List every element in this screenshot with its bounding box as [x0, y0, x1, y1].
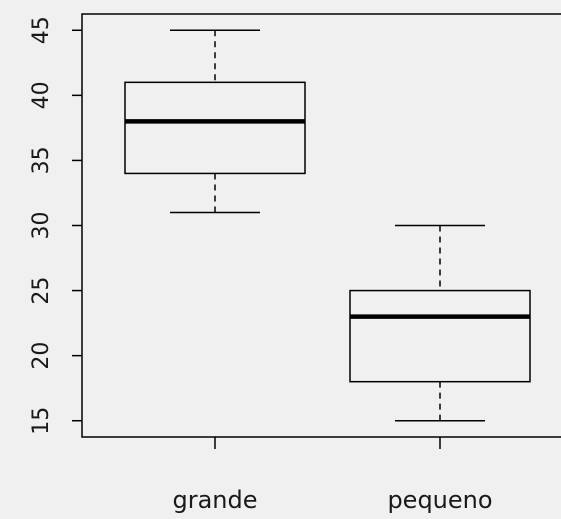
y-tick-label-30: 30: [29, 212, 54, 240]
x-tick-label-pequeno: pequeno: [387, 486, 492, 514]
y-tick-label-35: 35: [29, 146, 54, 174]
y-tick-label-20: 20: [29, 342, 54, 370]
y-tick-label-45: 45: [29, 16, 54, 44]
y-tick-label-40: 40: [29, 81, 54, 109]
plot-area: 15 20 25 30 35 40 45 grande pequeno: [29, 13, 561, 514]
x-tick-label-grande: grande: [172, 486, 257, 514]
box-grande: [124, 81, 306, 175]
box-pequeno: [349, 289, 531, 383]
y-tick-label-15: 15: [29, 407, 54, 435]
y-tick-label-25: 25: [29, 277, 54, 305]
